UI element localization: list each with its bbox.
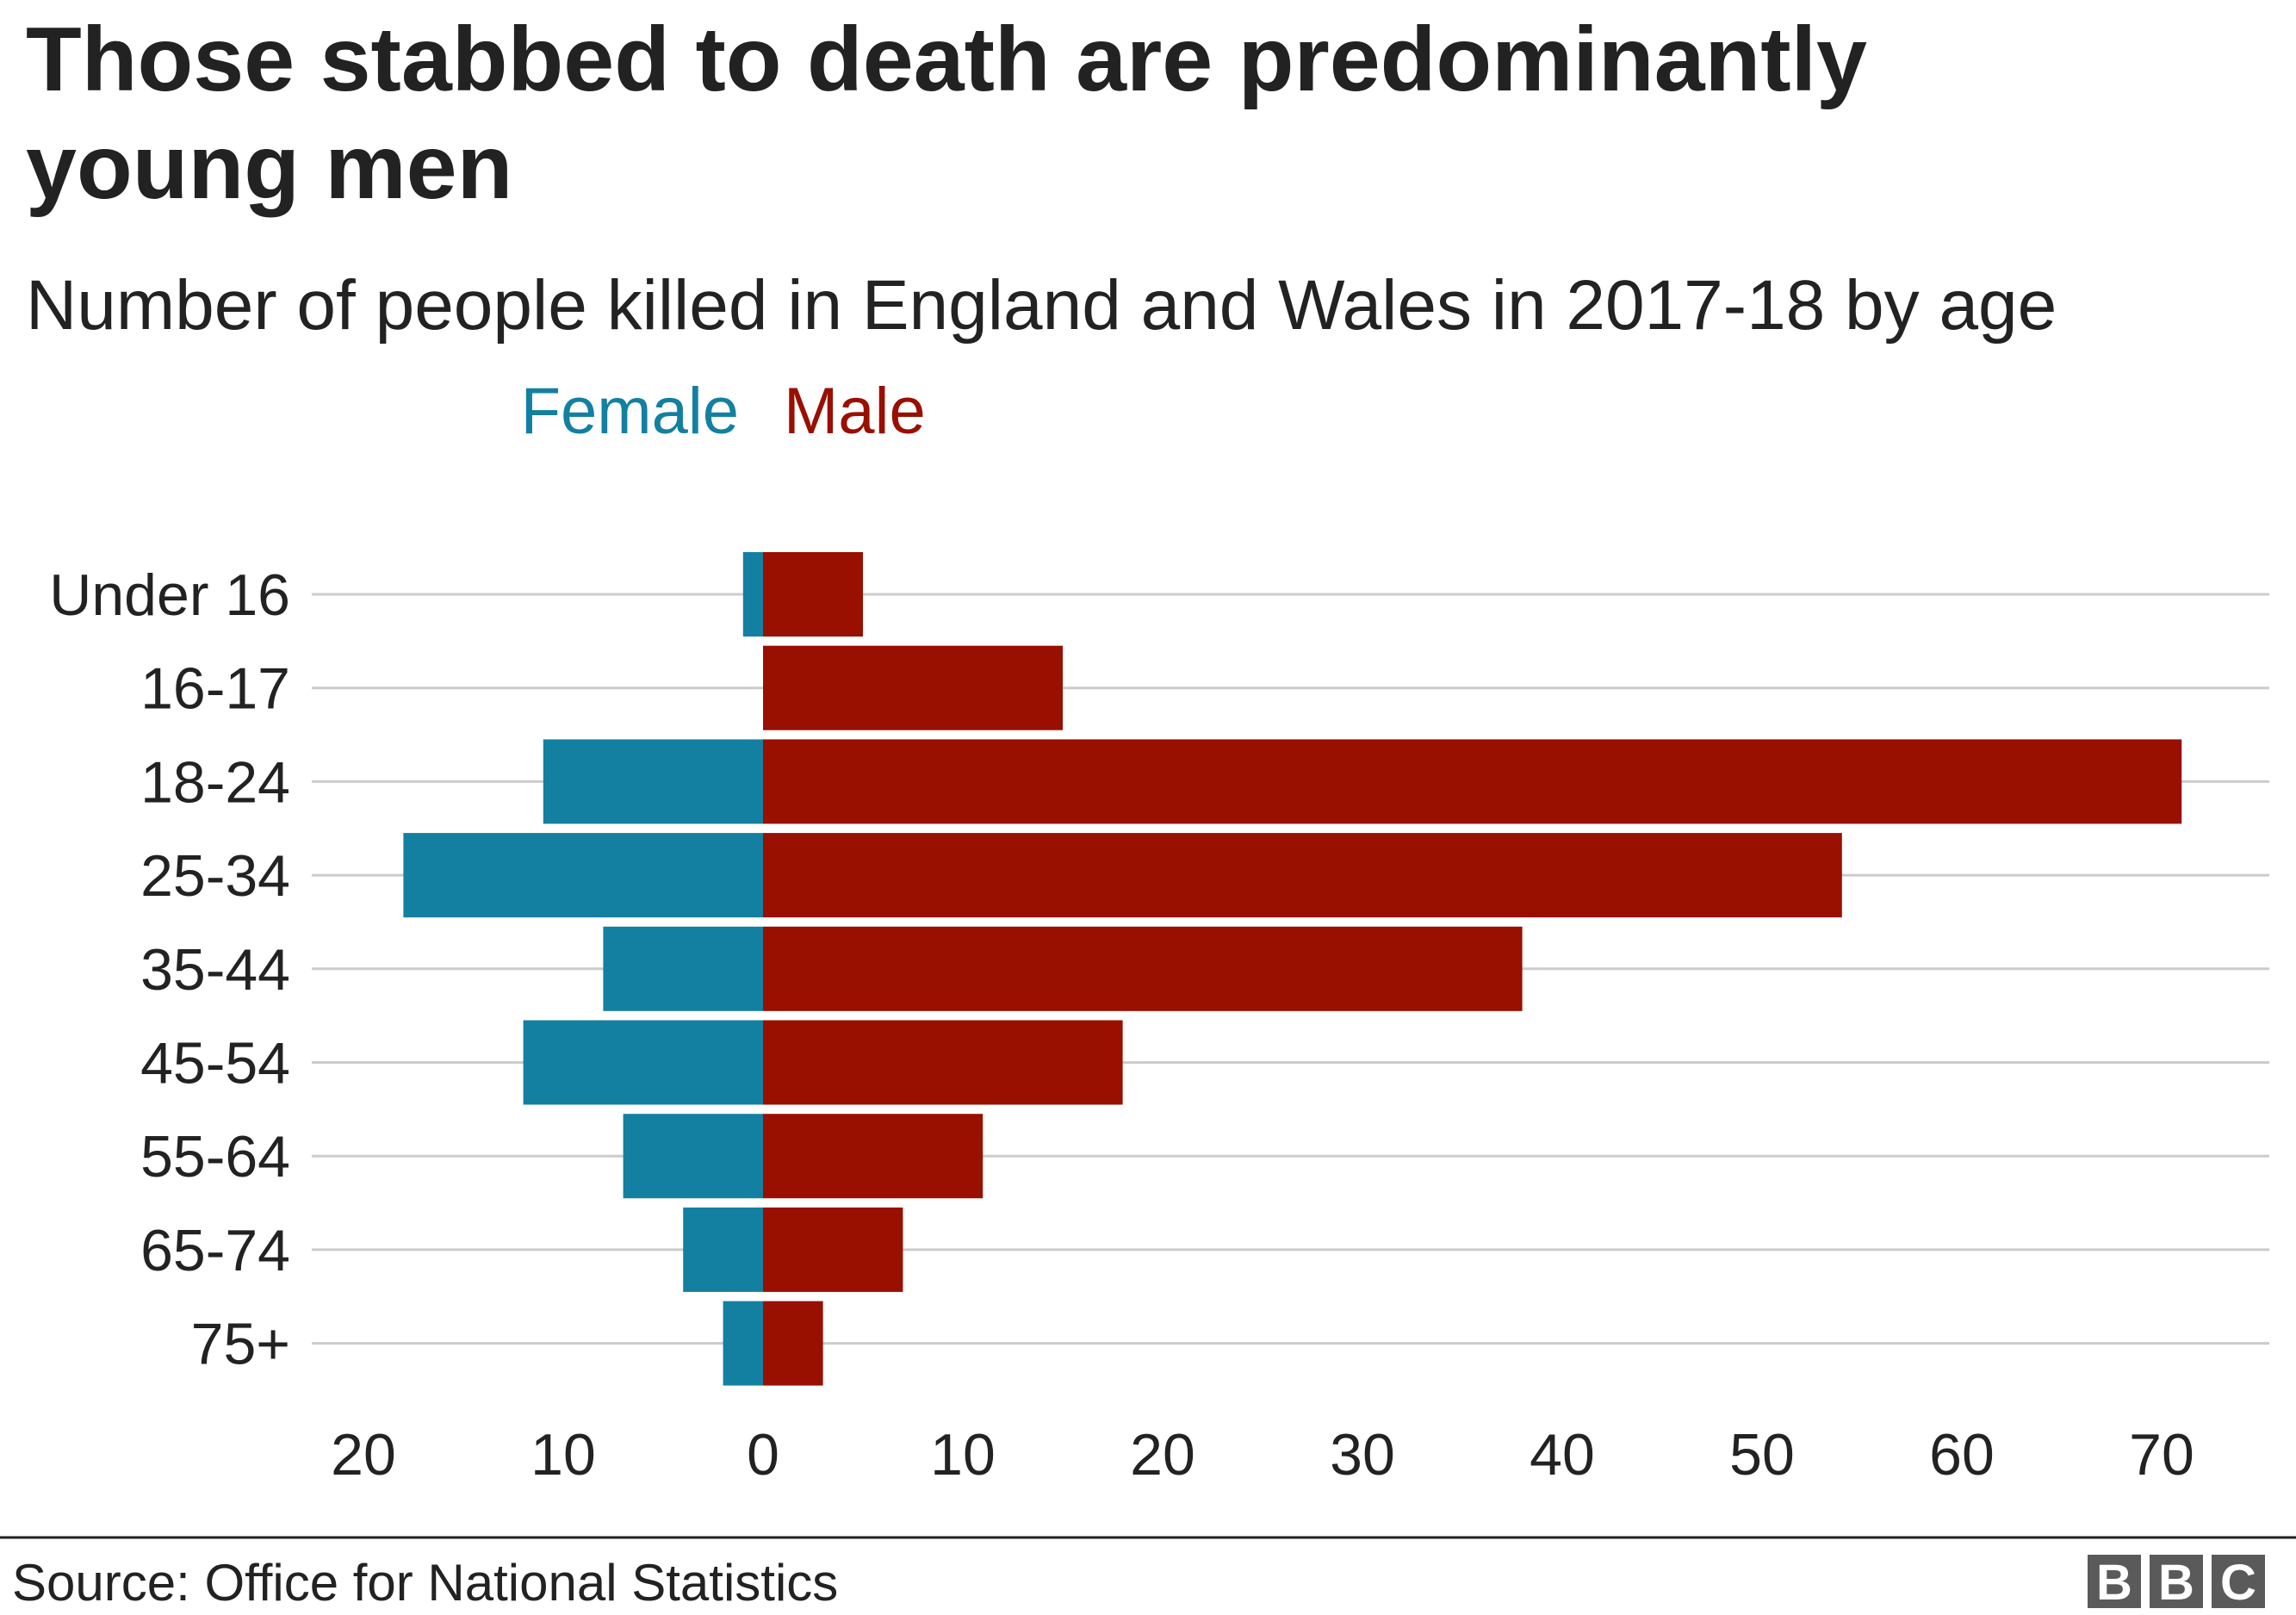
bar-male bbox=[763, 1301, 823, 1386]
source-note: Source: Office for National Statistics bbox=[12, 1554, 838, 1612]
x-tick-label: 20 bbox=[331, 1422, 396, 1488]
category-label: 75+ bbox=[191, 1312, 290, 1377]
category-label: 55-64 bbox=[140, 1124, 290, 1190]
x-tick-label: 40 bbox=[1530, 1422, 1595, 1488]
bbc-logo: B B C bbox=[2088, 1555, 2265, 1611]
chart-title-line-2: young men bbox=[26, 116, 512, 218]
bar-female bbox=[523, 1020, 763, 1105]
x-tick-label: 10 bbox=[930, 1422, 996, 1488]
category-label: Under 16 bbox=[49, 562, 290, 628]
category-label: 35-44 bbox=[140, 937, 290, 1003]
bar-female bbox=[723, 1301, 763, 1386]
bar-female bbox=[603, 926, 763, 1011]
bar-male bbox=[763, 552, 863, 637]
x-tick-label: 30 bbox=[1330, 1422, 1395, 1488]
bar-male bbox=[763, 1207, 903, 1292]
category-label: 18-24 bbox=[140, 749, 290, 815]
bar-female bbox=[403, 833, 763, 918]
chart-subtitle: Number of people killed in England and W… bbox=[26, 266, 2057, 345]
x-tick-label: 0 bbox=[747, 1422, 779, 1488]
legend-female: Female bbox=[521, 375, 739, 448]
bar-female bbox=[742, 552, 763, 637]
bar-male bbox=[763, 1114, 984, 1199]
bar-male bbox=[763, 645, 1063, 730]
x-tick-label: 50 bbox=[1729, 1422, 1795, 1488]
category-labels: Under 16 16-17 18-24 25-34 35-44 45-54 55-64 65… bbox=[49, 562, 290, 1377]
bar-male bbox=[763, 926, 1523, 1011]
category-label: 25-34 bbox=[140, 843, 290, 909]
bars bbox=[403, 552, 2182, 1386]
x-axis-ticks: 20 10 0 10 20 30 40 50 60 70 bbox=[331, 1422, 2194, 1488]
bar-male bbox=[763, 1020, 1123, 1105]
bar-female bbox=[683, 1207, 763, 1292]
category-label: 45-54 bbox=[140, 1031, 290, 1096]
x-tick-label: 60 bbox=[1929, 1422, 1995, 1488]
legend-male: Male bbox=[784, 375, 926, 448]
svg-text:B: B bbox=[2158, 1555, 2194, 1611]
chart-title-line-1: Those stabbed to death are predominantly bbox=[26, 9, 1867, 110]
bar-male bbox=[763, 739, 2182, 824]
x-tick-label: 70 bbox=[2129, 1422, 2194, 1488]
category-label: 65-74 bbox=[140, 1218, 290, 1283]
x-tick-label: 10 bbox=[531, 1422, 596, 1488]
category-label: 16-17 bbox=[140, 656, 290, 722]
bar-male bbox=[763, 833, 1842, 918]
bar-female bbox=[543, 739, 763, 824]
x-tick-label: 20 bbox=[1130, 1422, 1195, 1488]
svg-text:B: B bbox=[2096, 1555, 2132, 1611]
svg-text:C: C bbox=[2220, 1555, 2256, 1611]
bar-female bbox=[623, 1114, 763, 1199]
